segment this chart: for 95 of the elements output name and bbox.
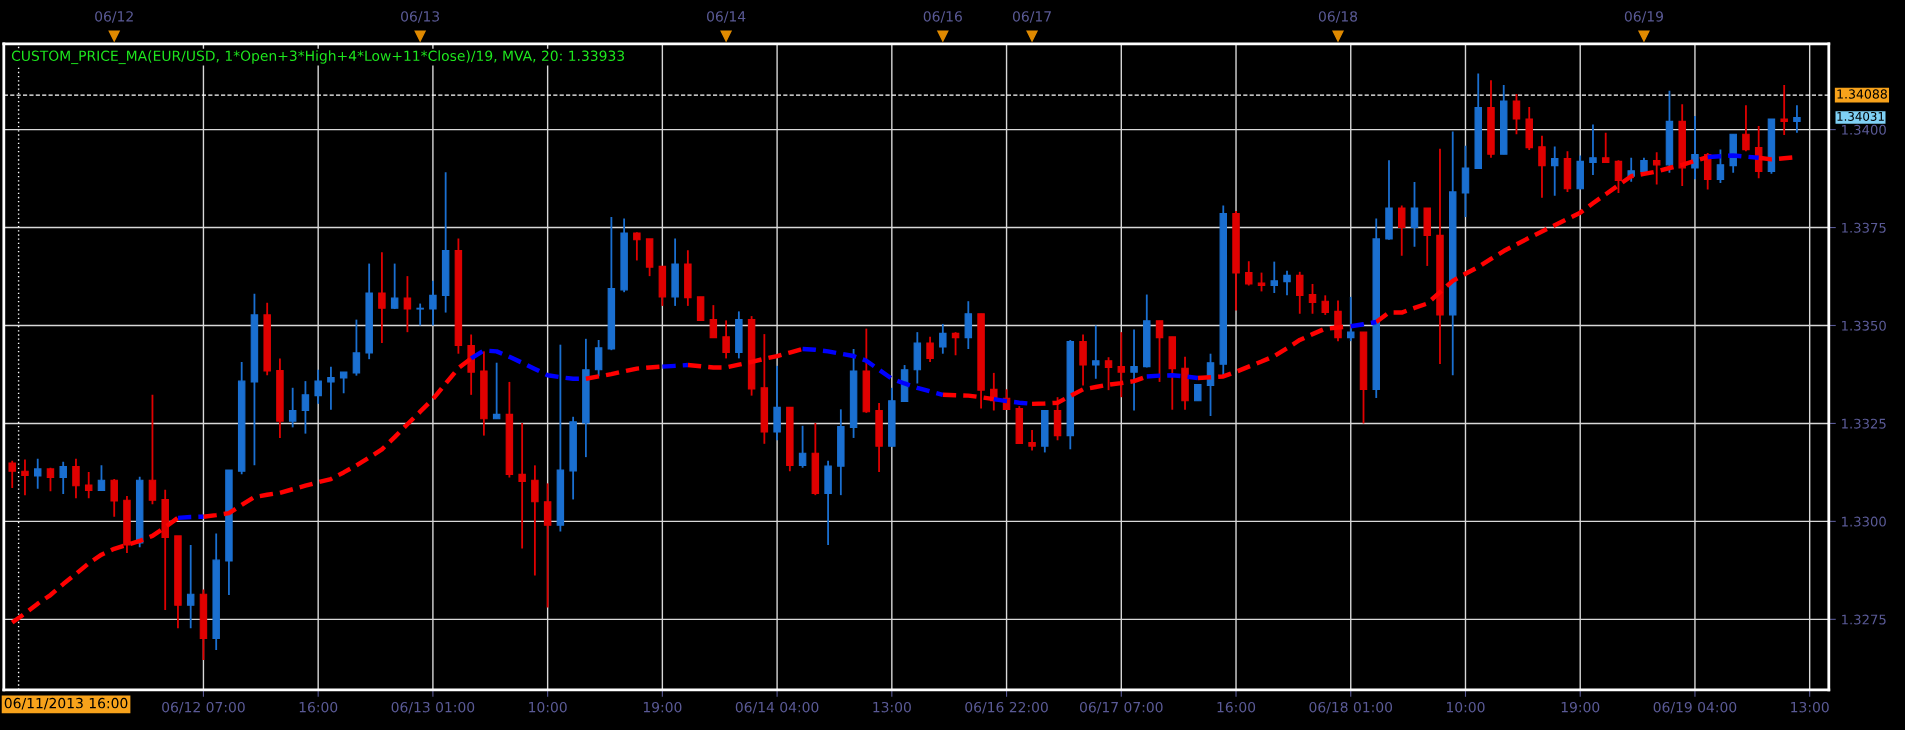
candlestick: [186, 543, 195, 630]
y-tick-label: 1.3275: [1842, 614, 1886, 625]
candlestick: [1398, 204, 1406, 257]
candlestick: [8, 459, 16, 489]
candlestick: [531, 464, 539, 577]
ref-line-label: 1.34088: [1837, 89, 1887, 99]
candlestick: [84, 471, 93, 500]
candlestick: [1410, 181, 1419, 248]
y-tick-label: 1.3400: [1842, 124, 1886, 135]
candlestick: [378, 251, 386, 345]
x-tick-label: 10:00: [529, 701, 567, 713]
x-tick-label: 06/13 01:00: [391, 701, 475, 714]
candlestick: [926, 335, 934, 363]
candlestick: [951, 331, 960, 357]
candlestick: [1308, 283, 1317, 315]
candlestick: [1270, 260, 1279, 294]
candlestick: [1283, 269, 1291, 297]
candlestick: [1117, 331, 1126, 399]
candlestick: [1245, 260, 1253, 287]
candlestick: [1130, 328, 1138, 412]
candlestick: [1092, 324, 1100, 380]
candlestick: [1028, 429, 1036, 452]
text: 06/17: [1012, 11, 1051, 23]
y-tick-label: 1.3325: [1842, 418, 1886, 429]
x-tick-label: 06/14 04:00: [735, 701, 819, 714]
candlestick: [1780, 84, 1788, 136]
y-tick-label: 1.3300: [1842, 516, 1886, 527]
candlestick: [594, 339, 603, 378]
text: 06/19: [1624, 11, 1663, 23]
y-tick-label: 1.3350: [1842, 320, 1886, 331]
candlestick: [33, 457, 42, 490]
y-tick-label: 1.3375: [1842, 222, 1886, 233]
candlestick: [301, 380, 310, 435]
candlestick: [518, 422, 526, 550]
candlestick: [1716, 148, 1725, 184]
x-tick-label: 13:00: [1791, 701, 1829, 713]
candlestick: [722, 319, 730, 360]
candlestick: [964, 300, 973, 350]
candlestick: [21, 458, 29, 497]
candlestick: [327, 365, 335, 411]
candlestick: [1347, 295, 1355, 343]
candlestick: [709, 304, 718, 339]
text: 06/14: [707, 11, 746, 23]
candlestick: [390, 262, 399, 310]
candlestick: [339, 371, 348, 395]
candlestick: [696, 296, 705, 321]
candlestick: [633, 231, 641, 262]
candlestick: [1614, 159, 1623, 194]
candlestick: [1079, 333, 1087, 387]
candlestick: [110, 478, 118, 518]
x-tick-label: 19:00: [1561, 701, 1600, 713]
x-tick-label: 06/12 07:00: [162, 701, 245, 714]
candlestick: [1742, 104, 1750, 153]
text: 06/11/2013 16:00: [4, 697, 128, 710]
x-tick-label: 16:00: [1217, 701, 1256, 713]
x-tick-label: 10:00: [1447, 701, 1485, 713]
candlestick: [1793, 104, 1801, 134]
text: 06/12: [95, 11, 133, 23]
candlestick: [1550, 145, 1559, 197]
candlestick: [352, 318, 361, 377]
candlestick: [97, 464, 106, 492]
candlestick: [72, 457, 80, 500]
text: 06/13: [401, 11, 440, 23]
candlestick: [148, 393, 157, 506]
text: 06/18: [1318, 11, 1358, 23]
candlestick: [1589, 123, 1597, 176]
candlestick: [1104, 356, 1113, 392]
x-tick-label: 06/18 01:00: [1309, 701, 1393, 714]
candlestick: [1601, 131, 1610, 164]
candlestick: [543, 482, 552, 609]
candlestick: [416, 302, 424, 327]
candlestick: [492, 361, 501, 420]
candlestick: [403, 275, 412, 334]
candlestick: [939, 323, 947, 355]
x-tick-label: 06/16 22:00: [965, 701, 1048, 714]
x-tick-label: 16:00: [299, 701, 338, 713]
text: 1.34031: [1837, 111, 1884, 121]
candlestick: [59, 460, 67, 495]
candlestick: [429, 279, 437, 327]
text: 06/16: [923, 11, 962, 23]
x-tick-label: 19:00: [643, 701, 682, 713]
candlestick: [1512, 93, 1521, 136]
x-tick-label: 13:00: [873, 701, 911, 713]
candlestick: [1321, 294, 1329, 316]
candlestick: [1538, 134, 1546, 199]
candlestick: [1691, 114, 1699, 181]
candlestick: [1296, 270, 1304, 315]
candlestick: [1155, 319, 1164, 383]
x-tick-label: 06/17 07:00: [1079, 701, 1163, 714]
annotation: CUSTOM_PRICE_MA(EUR/USD, 1*Open+3*High+4*Low+11*Close)/19, MVA, 20: 1.33933: [11, 50, 625, 65]
candlestick: [798, 424, 807, 469]
x-tick-label: 06/19 04:00: [1653, 701, 1737, 714]
candlestick: [1652, 151, 1661, 186]
candlestick: [314, 368, 322, 405]
candlestick: [288, 386, 297, 429]
